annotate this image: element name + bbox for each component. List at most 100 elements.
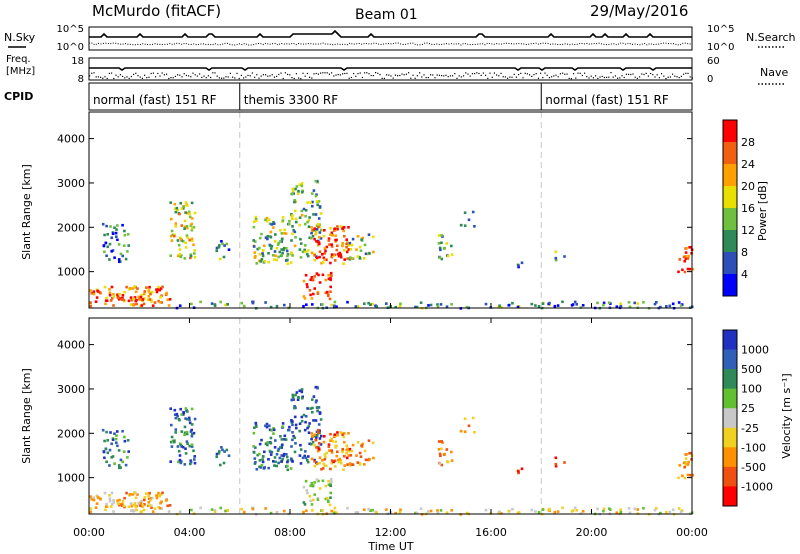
nave-point — [606, 76, 608, 78]
power-cell — [210, 302, 214, 305]
velocity-cell — [223, 450, 226, 453]
velocity-cell — [279, 435, 282, 438]
power-cell — [575, 303, 578, 306]
velocity-cell — [321, 459, 324, 462]
velocity-cell — [122, 450, 126, 453]
nave-point — [557, 76, 559, 78]
power-cell — [333, 259, 337, 262]
power-cell — [267, 252, 270, 255]
velocity-cell — [596, 507, 599, 511]
power-cell — [313, 227, 316, 230]
nave-point — [102, 77, 104, 79]
x-axis-label: Time UT — [367, 540, 413, 553]
power-cell — [105, 254, 108, 258]
freq-label-2: [MHz] — [6, 66, 35, 77]
velocity-cell — [127, 505, 131, 509]
nave-point — [157, 72, 159, 75]
nave-point — [146, 77, 148, 79]
velocity-cell — [319, 418, 323, 421]
power-cell — [677, 270, 680, 274]
power-cell — [307, 225, 311, 228]
velocity-cell — [315, 385, 319, 389]
velocity-cell — [324, 497, 328, 501]
velocity-cell — [309, 499, 312, 503]
velocity-cell — [313, 493, 316, 496]
power-cell — [305, 303, 308, 306]
power-cell — [183, 225, 187, 229]
velocity-cell — [305, 509, 308, 512]
power-cell — [463, 224, 467, 227]
velocity-cell — [307, 431, 311, 434]
velocity-cell — [299, 443, 302, 447]
velocity-cell — [283, 434, 287, 438]
velocity-cell — [115, 434, 118, 437]
velocity-cell — [183, 425, 187, 429]
velocity-cell — [309, 407, 312, 410]
nave-point — [491, 76, 493, 78]
power-cell — [354, 305, 358, 308]
nave-point — [438, 74, 440, 76]
velocity-cell — [325, 464, 328, 468]
power-cell — [106, 245, 110, 249]
power-cell — [161, 285, 164, 289]
velocity-cell — [315, 478, 319, 481]
power-cell — [132, 304, 135, 307]
power-cell — [436, 303, 439, 306]
velocity-grid — [239, 318, 542, 514]
nave-point — [311, 77, 313, 79]
power-cell — [507, 304, 511, 307]
velocity-cell — [436, 509, 439, 512]
colorbar-tick-label: -500 — [741, 461, 766, 474]
velocity-cell — [184, 447, 187, 450]
velocity-cell — [183, 433, 186, 436]
power-cell — [253, 220, 256, 224]
power-cell — [301, 189, 304, 193]
power-cell — [268, 222, 272, 226]
nave-point — [537, 77, 539, 79]
power-cell — [302, 295, 306, 298]
nave-point — [430, 74, 432, 76]
velocity-cell — [264, 424, 267, 428]
velocity-cell — [322, 440, 326, 444]
velocity-cell — [325, 451, 329, 455]
power-cell — [147, 289, 151, 293]
colorbar-swatch — [723, 349, 737, 370]
power-cell — [305, 283, 309, 286]
power-cell — [467, 218, 471, 222]
nave-point — [636, 77, 638, 79]
velocity-cell — [311, 410, 314, 414]
velocity-cell — [324, 455, 327, 459]
velocity-cell — [189, 460, 193, 464]
velocity-cell — [327, 443, 331, 446]
velocity-cell — [190, 423, 194, 426]
power-cell — [278, 250, 282, 254]
power-cell — [227, 248, 231, 251]
power-cell — [311, 192, 314, 195]
velocity-cell — [119, 466, 122, 469]
nave-point — [172, 77, 174, 79]
velocity-cell — [269, 450, 272, 454]
velocity-cell — [282, 454, 285, 458]
velocity-cell — [688, 473, 692, 477]
nave-point — [291, 77, 293, 79]
nave-point — [267, 75, 269, 77]
power-cell — [316, 291, 320, 294]
power-cell — [293, 209, 297, 213]
power-cell — [169, 254, 172, 257]
velocity-cell — [484, 508, 488, 512]
velocity-cell — [619, 510, 623, 514]
colorbar-swatch — [723, 486, 737, 507]
nave-point — [465, 72, 467, 74]
velocity-cell — [363, 508, 366, 511]
power-cell — [316, 203, 319, 207]
velocity-cell — [291, 423, 294, 427]
velocity-cell — [689, 451, 693, 455]
power-cell — [103, 285, 107, 289]
nave-point — [377, 72, 379, 74]
velocity-cell — [116, 444, 119, 448]
power-colorbar-label: Power [dB] — [756, 181, 769, 241]
power-cell — [217, 246, 221, 249]
velocity-cell — [363, 463, 366, 466]
power-cell — [140, 293, 143, 297]
power-cell — [335, 248, 339, 252]
